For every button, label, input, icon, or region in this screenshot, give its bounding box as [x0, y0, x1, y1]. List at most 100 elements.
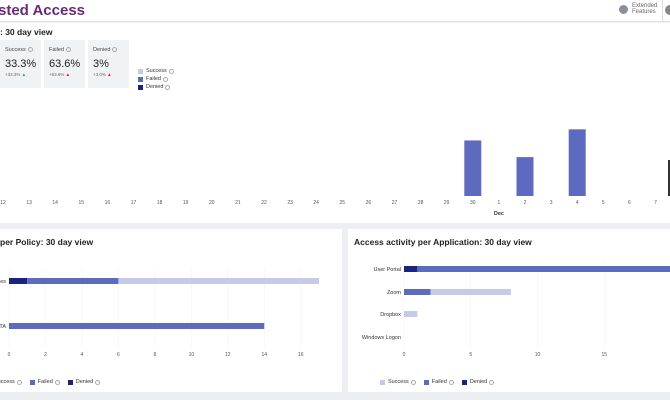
- application-panel: [348, 229, 670, 392]
- x-tick-label: 19: [183, 200, 189, 206]
- x-tick-label: 22: [261, 200, 267, 206]
- x-tick-label: 3: [550, 200, 553, 206]
- x-tick-label: 28: [418, 200, 424, 206]
- x-tick-label: 4: [576, 200, 579, 206]
- bar-failed-es: [27, 278, 119, 284]
- x-tick-label: 12: [225, 352, 231, 358]
- x-tick-label: 4: [81, 352, 84, 358]
- chart-scroll-edge: [668, 160, 670, 196]
- x-tick-label: 2: [524, 200, 527, 206]
- info-icon[interactable]: [168, 68, 174, 74]
- info-icon[interactable]: [448, 379, 454, 385]
- info-icon[interactable]: [16, 379, 22, 385]
- legend-item-failed[interactable]: Failed: [423, 379, 454, 385]
- x-tick-label: 12: [0, 200, 6, 206]
- header-divider: [662, 0, 663, 22]
- stat-value: 3%: [93, 58, 109, 70]
- x-tick-label: 24: [313, 200, 319, 206]
- x-tick-label: 20: [209, 200, 215, 206]
- stat-change: +33.3%: [5, 72, 21, 77]
- x-tick-label: 1: [498, 200, 501, 206]
- stat-label: Denied: [93, 47, 111, 53]
- policy-panel: [0, 229, 342, 392]
- bar-success-zoom: [430, 289, 511, 295]
- overview-panel-title: : 30 day view: [0, 27, 53, 37]
- x-tick-label: 8: [153, 352, 156, 358]
- legend-item-failed[interactable]: Failed: [138, 75, 174, 83]
- x-tick-label: 13: [26, 200, 32, 206]
- bar-success-dropbox: [404, 311, 418, 317]
- category-label: Zoom: [387, 290, 401, 296]
- x-tick-label: 15: [601, 352, 607, 358]
- info-icon[interactable]: [95, 379, 101, 385]
- application-chart: 0 5 10 15 User Portal Zoom Dropbox Windows Logo…: [362, 259, 670, 358]
- stat-card-denied[interactable]: Denied 3% +3.0% ▲: [88, 40, 129, 88]
- stat-card-failed[interactable]: Failed 63.6% +63.6% ▲: [44, 40, 85, 88]
- application-legend: Success Failed Denied: [380, 379, 502, 385]
- x-tick-label: 10: [535, 352, 541, 358]
- x-axis-label: Dec: [494, 211, 504, 217]
- stat-change: +63.6%: [49, 72, 65, 77]
- bar-success-es: [118, 278, 319, 284]
- info-icon[interactable]: [410, 379, 416, 385]
- category-label: TA: [0, 324, 6, 330]
- trend-up-red-icon: ▲: [65, 72, 71, 77]
- x-tick-label: 26: [366, 200, 372, 206]
- info-icon[interactable]: [165, 84, 171, 90]
- extended-features-icon[interactable]: [619, 5, 628, 14]
- legend-swatch: [138, 84, 143, 90]
- info-icon[interactable]: [112, 47, 118, 53]
- legend-label: Failed: [146, 76, 161, 82]
- x-tick-label: 10: [189, 352, 195, 358]
- bar-failed-zoom: [404, 289, 431, 295]
- stat-change: +3.0%: [93, 72, 106, 77]
- x-tick-label: 14: [52, 200, 58, 206]
- legend-item-denied[interactable]: Denied: [67, 379, 101, 385]
- legend-item-denied[interactable]: Denied: [138, 83, 174, 91]
- info-icon[interactable]: [65, 47, 71, 53]
- legend-swatch: [138, 68, 143, 74]
- info-icon[interactable]: [162, 76, 168, 82]
- legend-item-success[interactable]: Success: [380, 379, 416, 385]
- x-tick-label: 25: [340, 200, 346, 206]
- category-label: User Portal: [373, 267, 401, 273]
- trend-up-icon: ▲: [21, 72, 27, 77]
- legend-item-denied[interactable]: Denied: [461, 379, 495, 385]
- x-tick-label: 23: [287, 200, 293, 206]
- x-tick-label: 6: [628, 200, 631, 206]
- x-tick-label: 15: [79, 200, 85, 206]
- trend-up-red-icon: ▲: [107, 72, 112, 77]
- bar-denied-es: [9, 278, 28, 284]
- info-icon[interactable]: [54, 379, 60, 385]
- info-icon[interactable]: [489, 379, 495, 385]
- info-icon[interactable]: [27, 47, 33, 53]
- legend-label: Success: [146, 68, 167, 74]
- page-title: sted Access: [0, 2, 85, 19]
- extended-features-link[interactable]: Extended Features: [632, 3, 658, 15]
- stat-card-success[interactable]: Success 33.3% +33.3% ▲: [0, 40, 41, 88]
- page-header: sted Access Extended Features: [0, 0, 670, 22]
- x-tick-label: 16: [105, 200, 111, 206]
- x-tick-label: 17: [131, 200, 137, 206]
- x-tick-label: 21: [235, 200, 241, 206]
- user-avatar-icon[interactable]: [665, 5, 670, 15]
- stat-label: Success: [5, 47, 26, 53]
- chart-legend: Success Failed Denied: [138, 67, 174, 91]
- bar-denied-user-portal: [404, 266, 418, 272]
- category-label: Windows Logon: [362, 335, 401, 341]
- bar-failed-ta: [9, 323, 265, 329]
- x-tick-label: 14: [262, 352, 268, 358]
- x-tick-label: 5: [469, 352, 472, 358]
- legend-item-success[interactable]: Success: [0, 379, 22, 385]
- policy-chart: 0 2 4 6 8 10 12 14 16 es TA: [0, 269, 319, 358]
- application-panel-title: Access activity per Application: 30 day …: [354, 237, 532, 247]
- x-tick-label: 16: [298, 352, 304, 358]
- legend-item-failed[interactable]: Failed: [29, 379, 60, 385]
- policy-legend: Success Failed Denied: [0, 379, 108, 385]
- category-label: Dropbox: [380, 312, 401, 318]
- category-label: es: [0, 279, 6, 285]
- bar-failed-30: [464, 140, 482, 196]
- x-tick-label: 6: [117, 352, 120, 358]
- legend-label: Denied: [146, 84, 164, 90]
- legend-item-success[interactable]: Success: [138, 67, 174, 75]
